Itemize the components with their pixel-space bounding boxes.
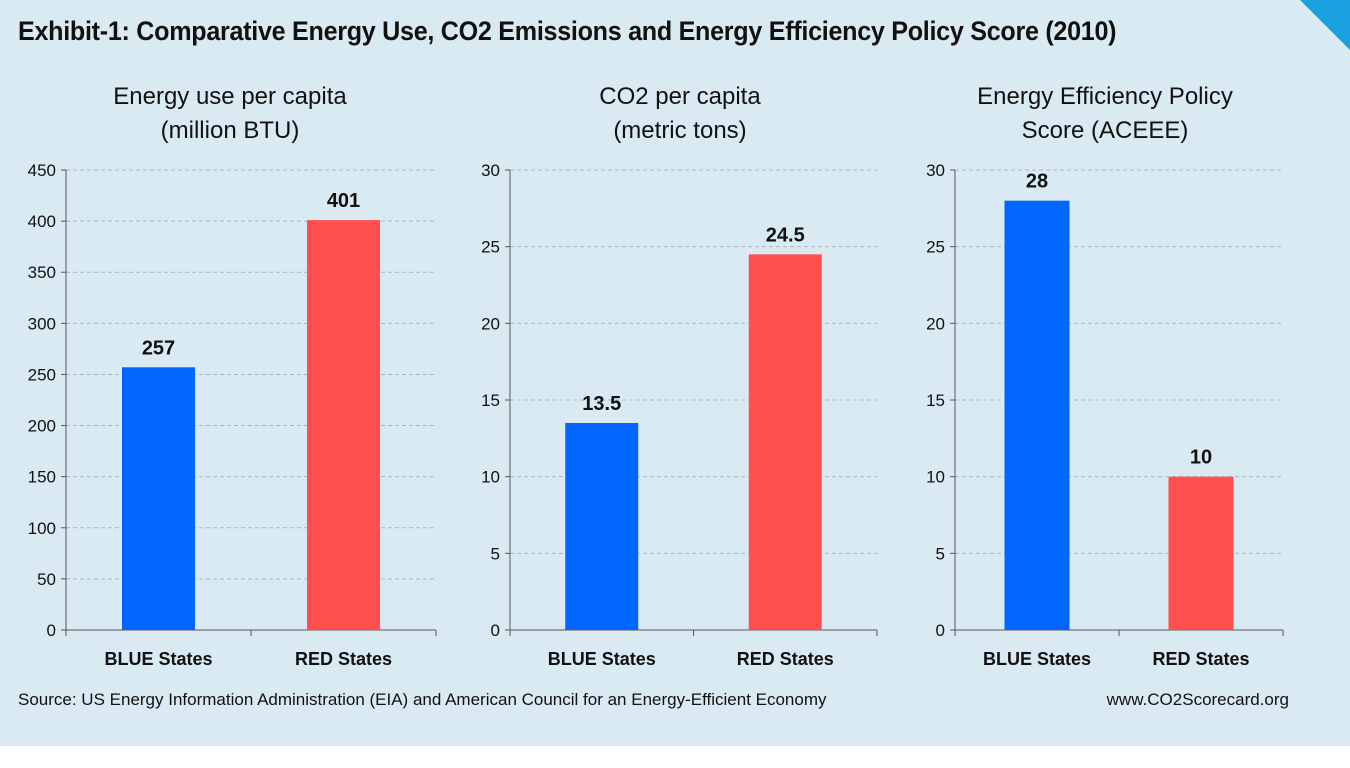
chart-subtitle: Score (ACEEE)	[1022, 117, 1189, 144]
corner-accent	[1300, 0, 1350, 50]
x-category-label: BLUE States	[548, 649, 656, 669]
y-tick-label: 300	[28, 314, 56, 333]
y-tick-label: 150	[28, 468, 56, 487]
y-tick-label: 400	[28, 212, 56, 231]
y-tick-label: 30	[481, 161, 500, 180]
y-tick-label: 15	[926, 391, 945, 410]
bar-red-states	[748, 254, 822, 631]
bar-red-states	[1168, 476, 1234, 630]
y-tick-label: 0	[936, 621, 945, 640]
main-title: Exhibit-1: Comparative Energy Use, CO2 E…	[18, 16, 1117, 46]
x-category-label: BLUE States	[104, 649, 212, 669]
chart-subtitle: (metric tons)	[613, 117, 746, 144]
chart-co2: CO2 per capita (metric tons) 0 5 10 15 20 25 30 1…	[481, 83, 878, 669]
bar-blue-states	[1004, 200, 1070, 630]
data-label: 257	[142, 337, 175, 359]
y-tick-label: 5	[491, 544, 500, 563]
y-tick-label: 0	[47, 621, 56, 640]
y-tick-label: 5	[936, 544, 945, 563]
y-tick-label: 10	[481, 468, 500, 487]
y-tick-label: 200	[28, 417, 56, 436]
chart-title: CO2 per capita	[599, 83, 761, 110]
y-tick-label: 350	[28, 263, 56, 282]
data-label: 401	[327, 190, 360, 212]
chart-energy-use: Energy use per capita (million BTU) 0 50 100…	[28, 83, 437, 669]
y-tick-label: 50	[37, 570, 56, 589]
slide: Exhibit-1: Comparative Energy Use, CO2 E…	[0, 0, 1350, 746]
data-label: 24.5	[766, 224, 805, 246]
x-category-label: RED States	[1152, 649, 1249, 669]
y-tick-label: 25	[926, 238, 945, 257]
source-note: Source: US Energy Information Administra…	[18, 690, 827, 709]
y-tick-label: 10	[926, 468, 945, 487]
y-tick-label: 0	[491, 621, 500, 640]
data-label: 28	[1026, 171, 1048, 193]
y-tick-label: 20	[481, 314, 500, 333]
bar-red-states	[307, 220, 380, 631]
website-link[interactable]: www.CO2Scorecard.org	[1106, 690, 1289, 709]
y-tick-label: 15	[481, 391, 500, 410]
data-label: 10	[1190, 447, 1212, 469]
chart-title: Energy Efficiency Policy	[977, 83, 1233, 110]
chart-policy-score: Energy Efficiency Policy Score (ACEEE) 0 5 1…	[926, 83, 1284, 669]
bar-blue-states	[122, 367, 195, 630]
y-tick-label: 450	[28, 161, 56, 180]
y-tick-label: 30	[926, 161, 945, 180]
bar-blue-states	[565, 423, 639, 630]
x-category-label: RED States	[737, 649, 834, 669]
y-tick-label: 20	[926, 314, 945, 333]
data-label: 13.5	[582, 393, 621, 415]
y-tick-label: 100	[28, 519, 56, 538]
chart-title: Energy use per capita	[113, 83, 347, 110]
x-category-label: RED States	[295, 649, 392, 669]
y-tick-label: 25	[481, 238, 500, 257]
y-tick-label: 250	[28, 365, 56, 384]
x-category-label: BLUE States	[983, 649, 1091, 669]
chart-subtitle: (million BTU)	[161, 117, 300, 144]
